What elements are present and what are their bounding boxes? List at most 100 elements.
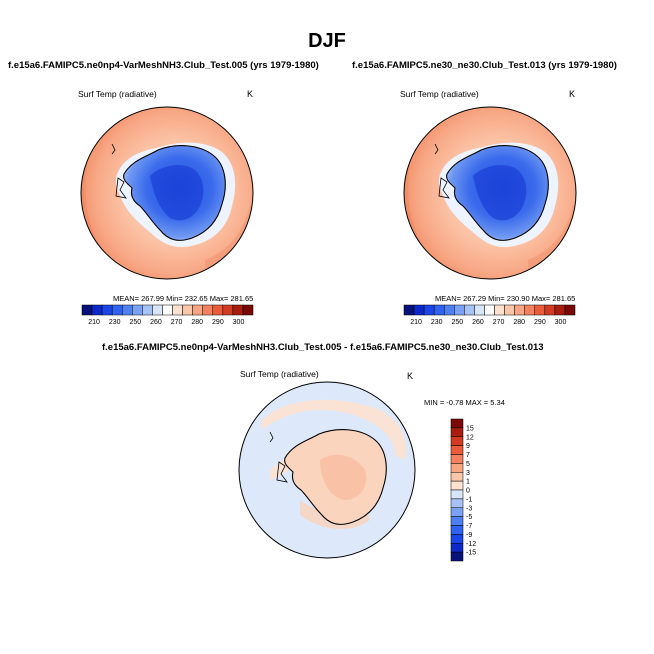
right-colorbar: 210 230 250 260 270 280 290 300 bbox=[403, 304, 576, 326]
right-units-label: K bbox=[569, 89, 576, 99]
right-colorbar-swatch bbox=[544, 304, 556, 316]
right-colorbar-tick-label: 290 bbox=[534, 319, 546, 326]
right-colorbar-swatch bbox=[484, 304, 495, 316]
diff-variable-label: Surf Temp (radiative) bbox=[240, 369, 319, 379]
left-colorbar-swatch bbox=[91, 304, 103, 316]
right-colorbar-tick-label: 210 bbox=[410, 319, 422, 326]
left-colorbar-tick-label: 290 bbox=[212, 319, 224, 326]
left-panel-title: f.e15a6.FAMIPC5.ne0np4-VarMeshNH3.Club_T… bbox=[8, 60, 319, 71]
left-colorbar-swatch bbox=[242, 304, 254, 316]
diff-colorbar-swatch bbox=[450, 418, 464, 429]
diff-colorbar-swatch bbox=[450, 480, 464, 491]
diff-colorbar-swatch bbox=[450, 454, 464, 464]
right-colorbar-swatch bbox=[534, 304, 546, 316]
right-colorbar-swatch bbox=[524, 304, 536, 316]
diff-colorbar-swatch bbox=[450, 498, 464, 508]
right-colorbar-tick-label: 270 bbox=[493, 319, 505, 326]
diff-colorbar-swatch bbox=[450, 543, 464, 553]
diff-colorbar-swatch bbox=[450, 507, 464, 517]
diff-colorbar-tick-label: 5 bbox=[466, 461, 470, 468]
right-colorbar-swatch bbox=[494, 304, 505, 316]
right-colorbar-swatch bbox=[403, 304, 415, 316]
right-colorbar-tick-label: 230 bbox=[431, 319, 443, 326]
right-colorbar-swatch bbox=[554, 304, 566, 316]
diff-colorbar-tick-label: -15 bbox=[466, 550, 476, 557]
left-colorbar-swatch bbox=[101, 304, 113, 316]
left-colorbar-swatch bbox=[192, 304, 203, 316]
diff-colorbar-tick-label: 1 bbox=[466, 479, 470, 486]
right-colorbar-swatch bbox=[504, 304, 515, 316]
diff-colorbar-tick-label: 0 bbox=[466, 488, 470, 495]
left-colorbar-tick-label: 260 bbox=[150, 319, 162, 326]
left-colorbar-tick-label: 280 bbox=[191, 319, 203, 326]
left-polar-map bbox=[81, 107, 253, 279]
right-colorbar-swatch bbox=[564, 304, 576, 316]
diff-colorbar-swatch bbox=[450, 472, 464, 482]
diff-polar-map bbox=[239, 382, 415, 558]
left-map-border bbox=[80, 106, 254, 280]
diff-colorbar-tick-label: -5 bbox=[466, 514, 472, 521]
right-colorbar-tick-label: 260 bbox=[472, 319, 484, 326]
diff-colorbar-swatch bbox=[450, 534, 464, 544]
diff-colorbar: 15 12 9 7 5 3 1 0-1 -3 -5 -7 -9 -12 -15 bbox=[450, 418, 476, 562]
left-colorbar-tick-label: 230 bbox=[109, 319, 121, 326]
left-colorbar-swatch bbox=[132, 304, 143, 316]
left-colorbar-tick-label: 250 bbox=[129, 319, 141, 326]
right-colorbar-swatch bbox=[423, 304, 435, 316]
diff-colorbar-swatch bbox=[450, 463, 464, 473]
left-colorbar-swatch bbox=[232, 304, 244, 316]
right-colorbar-swatch bbox=[443, 304, 455, 316]
right-colorbar-tick-label: 300 bbox=[555, 319, 567, 326]
left-colorbar-swatch bbox=[202, 304, 214, 316]
left-stats: MEAN= 267.99 Min= 232.65 Max= 281.65 bbox=[113, 294, 254, 303]
left-colorbar-swatch bbox=[152, 304, 163, 316]
left-colorbar-swatch bbox=[121, 304, 133, 316]
right-colorbar-swatch bbox=[413, 304, 425, 316]
diff-map-border bbox=[238, 381, 416, 559]
diff-colorbar-tick-label: 3 bbox=[466, 470, 470, 477]
diff-colorbar-swatch bbox=[450, 445, 464, 455]
right-map-border bbox=[403, 106, 577, 280]
right-colorbar-swatch bbox=[514, 304, 525, 316]
left-variable-label: Surf Temp (radiative) bbox=[78, 89, 157, 99]
diff-colorbar-tick-label: 7 bbox=[466, 452, 470, 459]
right-stats: MEAN= 267.29 Min= 230.90 Max= 281.65 bbox=[435, 294, 576, 303]
diff-colorbar-tick-label: 9 bbox=[466, 443, 470, 450]
left-colorbar-swatch bbox=[212, 304, 224, 316]
diff-colorbar-swatch bbox=[450, 525, 464, 535]
diff-colorbar-swatch bbox=[450, 436, 464, 446]
diff-colorbar-tick-label: -1 bbox=[466, 496, 472, 503]
left-colorbar-swatch bbox=[111, 304, 123, 316]
right-panel-title: f.e15a6.FAMIPC5.ne30_ne30.Club_Test.013 … bbox=[352, 60, 617, 71]
right-variable-label: Surf Temp (radiative) bbox=[400, 89, 479, 99]
left-colorbar-tick-label: 210 bbox=[88, 319, 100, 326]
diff-colorbar-tick-label: 12 bbox=[466, 434, 474, 441]
left-colorbar-swatch bbox=[81, 304, 93, 316]
diff-colorbar-swatch bbox=[450, 551, 464, 562]
left-colorbar-tick-label: 300 bbox=[233, 319, 245, 326]
left-colorbar: 210 230 250 260 270 280 290 300 bbox=[81, 304, 254, 326]
right-colorbar-swatch bbox=[433, 304, 445, 316]
right-colorbar-swatch bbox=[464, 304, 475, 316]
diff-colorbar-swatch bbox=[450, 489, 464, 500]
diff-panel-title: f.e15a6.FAMIPC5.ne0np4-VarMeshNH3.Club_T… bbox=[102, 342, 544, 353]
left-colorbar-tick-label: 270 bbox=[171, 319, 183, 326]
diff-colorbar-swatch bbox=[450, 427, 464, 437]
diff-colorbar-swatch bbox=[450, 516, 464, 526]
left-colorbar-swatch bbox=[162, 304, 173, 316]
left-colorbar-swatch bbox=[172, 304, 183, 316]
right-colorbar-swatch bbox=[454, 304, 465, 316]
left-colorbar-swatch bbox=[222, 304, 234, 316]
left-units-label: K bbox=[247, 89, 254, 99]
diff-colorbar-tick-label: 15 bbox=[466, 425, 474, 432]
figure-title: DJF bbox=[308, 30, 346, 52]
diff-colorbar-tick-label: -3 bbox=[466, 505, 472, 512]
right-colorbar-swatch bbox=[474, 304, 485, 316]
left-colorbar-swatch bbox=[182, 304, 193, 316]
diff-colorbar-tick-label: -12 bbox=[466, 541, 476, 548]
right-colorbar-tick-label: 250 bbox=[451, 319, 463, 326]
right-polar-map bbox=[404, 107, 576, 279]
diff-colorbar-tick-label: -7 bbox=[466, 523, 472, 530]
diff-units-label: K bbox=[407, 371, 414, 381]
